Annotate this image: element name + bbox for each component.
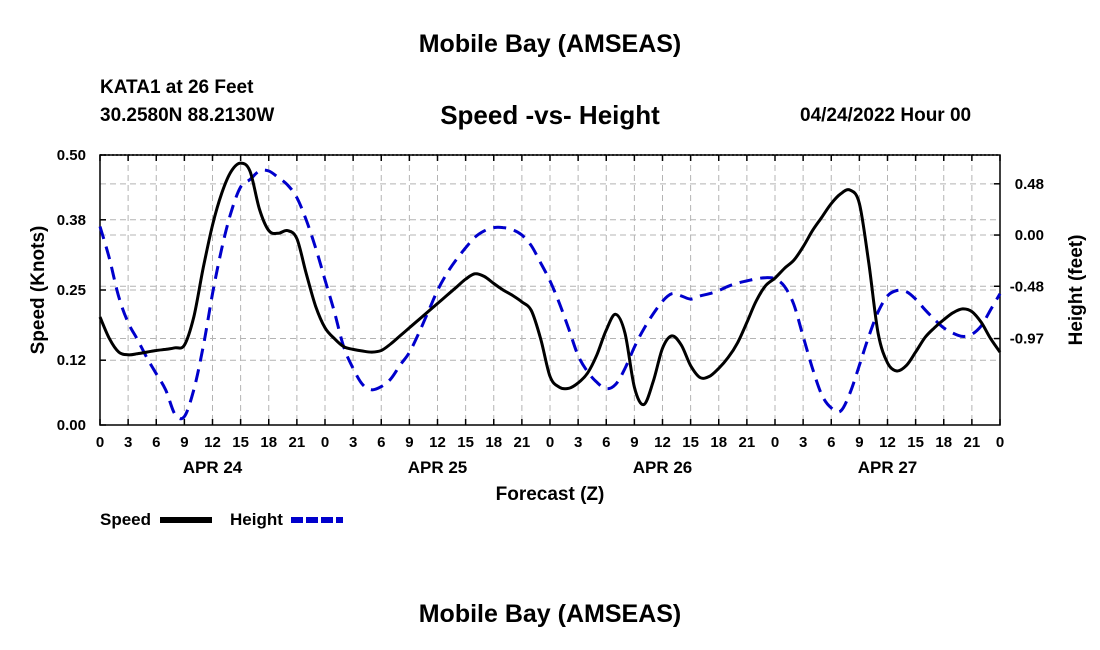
- x-tick-label: 21: [289, 434, 306, 451]
- x-tick-label: 6: [602, 434, 610, 451]
- date-label: APR 24: [183, 458, 243, 477]
- x-tick-label: 0: [546, 434, 554, 451]
- y2-tick-label: -0.97: [1010, 331, 1044, 348]
- legend-speed-label: Speed: [100, 510, 151, 529]
- date-label: APR 26: [633, 458, 693, 477]
- axis-ticks: [99, 154, 1001, 426]
- x-tick-label: 21: [964, 434, 981, 451]
- x-tick-label: 9: [630, 434, 638, 451]
- y2-tick-label: 0.00: [1015, 227, 1044, 244]
- forecast-datestamp: 04/24/2022 Hour 00: [800, 105, 972, 126]
- x-tick-label: 18: [935, 434, 952, 451]
- x-tick-label: 21: [514, 434, 531, 451]
- x-tick-label: 9: [855, 434, 863, 451]
- y-tick-label: 0.12: [57, 352, 86, 369]
- y2-axis-title: Height (feet): [1066, 235, 1087, 346]
- axis-labels: 0 3 6 9 12 15 18 21 0 3 6 9 12 15 18 21 0 3 6 9 12 15 18 21 0 3 6 9…: [57, 147, 1044, 477]
- x-tick-label: 18: [485, 434, 502, 451]
- x-tick-label: 3: [124, 434, 132, 451]
- date-label: APR 27: [858, 458, 918, 477]
- x-tick-label: 6: [377, 434, 385, 451]
- x-tick-label: 3: [349, 434, 357, 451]
- x-tick-label: 9: [405, 434, 413, 451]
- x-tick-label: 0: [771, 434, 779, 451]
- x-tick-label: 15: [682, 434, 699, 451]
- x-tick-label: 6: [827, 434, 835, 451]
- x-tick-label: 0: [96, 434, 104, 451]
- y-tick-label: 0.00: [57, 417, 86, 434]
- x-tick-label: 3: [799, 434, 807, 451]
- y-tick-label: 0.50: [57, 147, 86, 164]
- station-label: KATA1 at 26 Feet: [100, 77, 254, 98]
- station-coordinates: 30.2580N 88.2130W: [100, 105, 275, 126]
- x-tick-label: 12: [879, 434, 896, 451]
- x-tick-label: 21: [739, 434, 756, 451]
- y2-tick-label: 0.48: [1015, 176, 1044, 193]
- speed-series-line: [98, 161, 1002, 407]
- grid-lines: [100, 155, 1000, 425]
- y-axis-title: Speed (Knots): [28, 226, 49, 355]
- x-tick-label: 0: [321, 434, 329, 451]
- x-tick-label: 12: [429, 434, 446, 451]
- y2-tick-label: -0.48: [1010, 278, 1044, 295]
- x-tick-label: 15: [232, 434, 249, 451]
- x-tick-label: 0: [996, 434, 1004, 451]
- x-tick-label: 12: [204, 434, 221, 451]
- chart-subtitle: Speed -vs- Height: [440, 100, 660, 130]
- x-tick-label: 15: [907, 434, 924, 451]
- x-tick-label: 18: [260, 434, 277, 451]
- chart-main-title: Mobile Bay (AMSEAS): [418, 30, 682, 58]
- y-tick-label: 0.38: [57, 212, 86, 229]
- date-label: APR 25: [408, 458, 468, 477]
- x-tick-label: 9: [180, 434, 188, 451]
- legend-height-label: Height: [230, 510, 283, 529]
- x-axis-title: Forecast (Z): [496, 484, 605, 505]
- x-tick-label: 18: [710, 434, 727, 451]
- x-tick-label: 15: [457, 434, 474, 451]
- chart-footer-title: Mobile Bay (AMSEAS): [418, 600, 682, 628]
- height-series-line: [98, 168, 1002, 421]
- y-tick-label: 0.25: [57, 282, 86, 299]
- x-tick-label: 6: [152, 434, 160, 451]
- x-tick-label: 3: [574, 434, 582, 451]
- legend: Speed Height: [100, 510, 343, 529]
- x-tick-label: 12: [654, 434, 671, 451]
